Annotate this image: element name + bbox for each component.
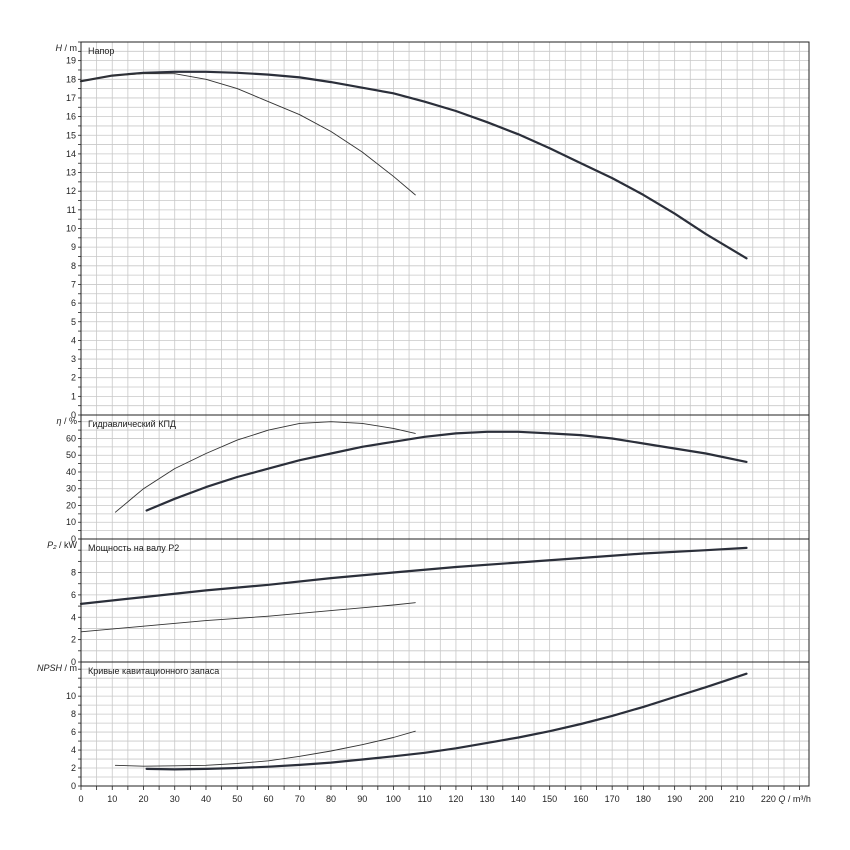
y-tick-label-head: 6 (71, 298, 76, 308)
x-tick-label: 200 (698, 794, 713, 804)
efficiency-curve-thin (114, 421, 416, 513)
y-tick-label-power: 6 (71, 590, 76, 600)
y-axis-symbol: NPSH (37, 663, 63, 673)
y-tick-label-npsh: 10 (66, 691, 76, 701)
head-curve-thin (80, 73, 416, 196)
y-tick-label-head: 5 (71, 317, 76, 327)
x-tick-label: 210 (730, 794, 745, 804)
x-tick-label: 180 (636, 794, 651, 804)
y-tick-label-efficiency: 40 (66, 467, 76, 477)
x-tick-label: 100 (386, 794, 401, 804)
power-curve-thin (80, 602, 416, 633)
y-tick-label-head: 2 (71, 373, 76, 383)
x-tick-label: 70 (295, 794, 305, 804)
y-tick-label-head: 19 (66, 56, 76, 66)
y-tick-label-power: 0 (71, 657, 76, 667)
curve-layer (79, 70, 748, 771)
x-tick-label: 30 (170, 794, 180, 804)
npsh-curve-thin (114, 730, 416, 767)
x-tick-label: 10 (107, 794, 117, 804)
plot-frame (80, 41, 810, 787)
y-axis-label-npsh: NPSH / m (37, 663, 77, 673)
x-tick-label: 220 (761, 794, 776, 804)
x-axis-symbol: Q (778, 794, 785, 804)
x-tick-label: 90 (357, 794, 367, 804)
head-curve-thick (79, 70, 748, 260)
y-tick-label-head: 13 (66, 168, 76, 178)
y-axis-label-head: H / m (56, 43, 78, 53)
y-tick-label-npsh: 2 (71, 763, 76, 773)
y-tick-label-efficiency: 20 (66, 500, 76, 510)
y-tick-label-efficiency: 30 (66, 484, 76, 494)
x-tick-label: 80 (326, 794, 336, 804)
y-tick-label-head: 15 (66, 130, 76, 140)
y-tick-label-power: 8 (71, 568, 76, 578)
y-tick-label-efficiency: 0 (71, 534, 76, 544)
x-tick-label: 190 (667, 794, 682, 804)
x-tick-label: 120 (448, 794, 463, 804)
y-tick-label-head: 18 (66, 74, 76, 84)
y-tick-label-head: 9 (71, 242, 76, 252)
y-tick-label-npsh: 0 (71, 781, 76, 791)
y-tick-label-npsh: 4 (71, 745, 76, 755)
y-tick-label-head: 10 (66, 224, 76, 234)
x-axis-unit: / m³/h (785, 794, 811, 804)
y-axis-unit: / % (61, 416, 77, 426)
y-axis-label-power: P₂ / kW (47, 540, 77, 550)
axis-layer (78, 41, 810, 790)
y-axis-unit: / m (62, 663, 77, 673)
y-tick-label-head: 4 (71, 335, 76, 345)
y-axis-symbol: η (56, 416, 61, 426)
panel-title-efficiency: Гидравлический КПД (88, 419, 176, 429)
y-tick-label-head: 8 (71, 261, 76, 271)
y-tick-label-power: 2 (71, 635, 76, 645)
y-tick-label-power: 4 (71, 612, 76, 622)
x-tick-label: 170 (605, 794, 620, 804)
y-tick-label-head: 17 (66, 93, 76, 103)
x-tick-label: 140 (511, 794, 526, 804)
y-axis-symbol: P₂ (47, 540, 57, 550)
x-tick-label: 150 (542, 794, 557, 804)
x-axis-label: Q / m³/h (778, 794, 811, 804)
power-curve-thick (79, 546, 748, 606)
x-tick-label: 110 (418, 794, 432, 804)
panel-title-power: Мощность на валу P2 (88, 543, 179, 553)
y-tick-label-efficiency: 60 (66, 433, 76, 443)
panel-title-npsh: Кривые кавитационного запаса (88, 666, 219, 676)
y-tick-label-head: 0 (71, 410, 76, 420)
y-tick-label-head: 1 (71, 391, 76, 401)
y-axis-symbol: H (56, 43, 63, 53)
npsh-curve-thick (145, 672, 748, 771)
x-tick-label: 130 (480, 794, 495, 804)
y-tick-label-head: 16 (66, 112, 76, 122)
x-tick-label: 20 (138, 794, 148, 804)
y-tick-label-head: 11 (67, 205, 76, 215)
x-tick-label: 0 (78, 794, 83, 804)
y-tick-label-head: 14 (66, 149, 76, 159)
x-tick-label: 160 (573, 794, 588, 804)
y-tick-label-npsh: 6 (71, 727, 76, 737)
y-axis-label-efficiency: η / % (56, 416, 77, 426)
x-tick-label: 60 (263, 794, 273, 804)
y-tick-label-efficiency: 50 (66, 450, 76, 460)
y-tick-label-head: 7 (71, 279, 76, 289)
y-tick-label-npsh: 8 (71, 709, 76, 719)
efficiency-curve-thick (145, 430, 748, 512)
y-axis-unit: / kW (57, 540, 78, 550)
x-tick-label: 40 (201, 794, 211, 804)
y-tick-label-head: 12 (66, 186, 76, 196)
y-tick-label-efficiency: 10 (66, 517, 76, 527)
y-tick-label-head: 3 (71, 354, 76, 364)
panel-title-head: Напор (88, 46, 114, 56)
y-axis-unit: / m (62, 43, 77, 53)
x-tick-label: 50 (232, 794, 242, 804)
